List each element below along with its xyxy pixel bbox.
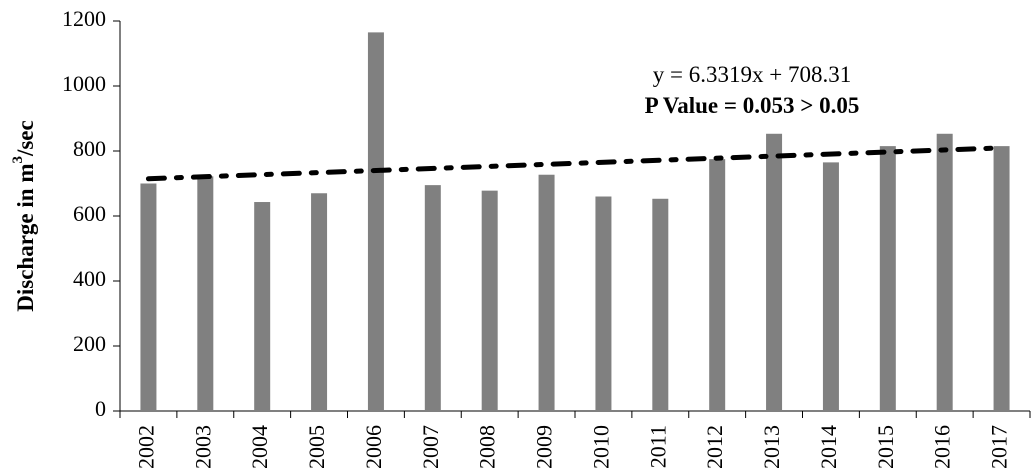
x-tick-label: 2006: [361, 425, 386, 469]
y-tick-label: 800: [73, 136, 106, 161]
bar: [709, 159, 726, 411]
x-tick-label: 2014: [816, 425, 841, 469]
y-tick-label: 200: [73, 331, 106, 356]
bar: [367, 32, 384, 411]
bar: [993, 146, 1010, 411]
x-tick-label: 2015: [873, 425, 898, 469]
bar: [652, 198, 669, 411]
y-tick-label: 600: [73, 201, 106, 226]
y-tick-label: 1200: [62, 6, 106, 31]
bar: [424, 185, 441, 411]
x-tick-label: 2012: [702, 425, 727, 469]
bar: [595, 196, 612, 411]
bar: [254, 202, 271, 411]
x-tick-label: 2002: [133, 425, 158, 469]
x-tick-label: 2004: [247, 425, 272, 469]
y-axis-label-sup: 3: [10, 156, 26, 164]
y-tick-label: 0: [95, 396, 106, 421]
bar: [311, 193, 328, 411]
bar: [879, 146, 896, 411]
x-tick-label: 2016: [930, 425, 955, 469]
bars: [140, 32, 1010, 411]
x-tick-label: 2007: [418, 425, 443, 469]
x-tick-label: 2017: [987, 425, 1012, 469]
bar: [140, 183, 157, 411]
svg-text:Discharge in m3/sec: Discharge in m3/sec: [10, 120, 38, 311]
bar: [481, 190, 498, 411]
bar: [822, 162, 839, 411]
y-axis-label-tail: /sec: [13, 120, 38, 157]
bar: [197, 176, 214, 411]
y-axis-ticks: 0 200 400 600 800 1000 1200: [62, 6, 120, 421]
x-tick-label: 2008: [475, 425, 500, 469]
p-value-annotation: P Value = 0.053 > 0.05: [645, 93, 860, 118]
bar: [538, 174, 555, 411]
x-tick-label: 2013: [759, 425, 784, 469]
y-tick-label: 400: [73, 266, 106, 291]
bar: [766, 133, 783, 411]
x-tick-label: 2010: [588, 425, 613, 469]
trendline-equation: y = 6.3319x + 708.31: [653, 62, 851, 87]
y-axis-label: Discharge in m3/sec: [10, 120, 38, 311]
bar: [936, 133, 953, 411]
x-tick-label: 2005: [304, 425, 329, 469]
trendline: [145, 145, 1005, 182]
y-axis-label-main: Discharge in m: [13, 164, 38, 312]
x-tick-label: 2003: [190, 425, 215, 469]
y-tick-label: 1000: [62, 71, 106, 96]
x-tick-label: 2009: [532, 425, 557, 469]
x-tick-label: 2011: [645, 425, 670, 468]
x-axis-ticks: 2002 2003 2004 2005 2006 2007 2008 2009 2010 2011…: [119, 411, 1031, 469]
